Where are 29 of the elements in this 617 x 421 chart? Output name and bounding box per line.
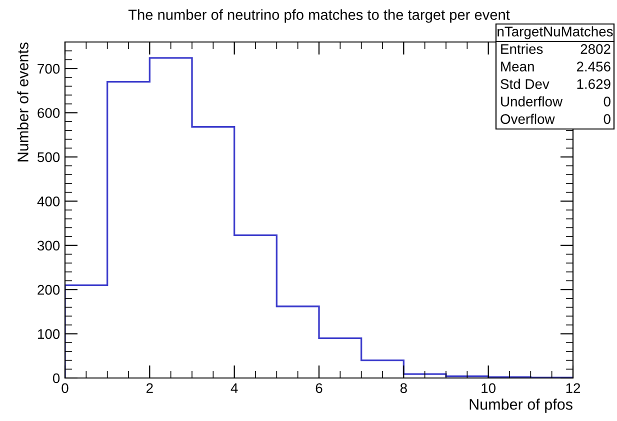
x-axis-title: Number of pfos <box>470 398 572 413</box>
y-tick-label: 100 <box>38 329 60 339</box>
y-tick-label: 0 <box>52 373 60 384</box>
y-tick-label: 700 <box>38 64 60 74</box>
annotation: Overflow <box>500 114 555 124</box>
annotation: Std Dev <box>500 78 550 89</box>
annotation: Mean <box>501 62 534 72</box>
text: 1.629 <box>577 79 610 89</box>
annotation: Entries <box>501 44 543 54</box>
y-axis-title: Number of events <box>17 42 28 162</box>
annotation: Underflow <box>501 96 563 106</box>
text: 2.456 <box>576 62 610 72</box>
x-tick-label: 10 <box>482 383 496 394</box>
x-tick-label: 4 <box>230 383 238 393</box>
y-tick-label: 200 <box>38 284 60 295</box>
y-tick-label: 400 <box>37 196 60 206</box>
text: 0 <box>604 96 610 106</box>
x-tick-label: 8 <box>400 383 407 394</box>
chart-title: The number of neutrino pfo matches to the target per event <box>128 9 510 23</box>
text: 2802 <box>580 44 610 54</box>
text: 0 <box>604 114 610 124</box>
y-tick-label: 600 <box>38 108 60 118</box>
x-tick-label: 0 <box>62 383 68 394</box>
x-tick-label: 2 <box>146 383 153 393</box>
x-tick-label: 6 <box>316 383 322 394</box>
text: nTargetNuMatches <box>498 26 613 40</box>
x-tick-label: 12 <box>566 383 580 393</box>
y-tick-label: 300 <box>38 240 60 251</box>
y-tick-label: 500 <box>38 152 60 162</box>
